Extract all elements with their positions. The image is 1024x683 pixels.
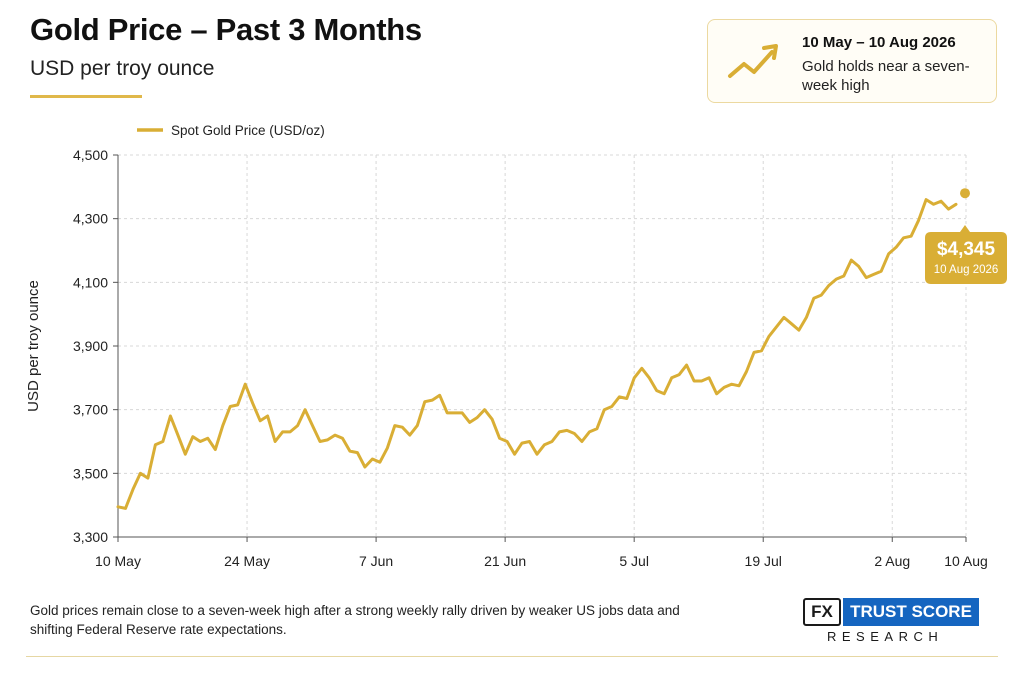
trend-up-icon [728,44,778,78]
price-tag-pointer [960,225,970,232]
x-tick-label: 5 Jul [619,553,649,569]
logo-fx: FX [803,598,841,626]
y-axis-label: USD per troy ounce [25,280,42,412]
x-tick-label: 10 May [95,553,141,569]
logo-research: RESEARCH [827,629,944,644]
y-tick-label: 3,300 [73,529,108,545]
logo-brand: TRUST SCORE [843,598,979,626]
y-tick-label: 3,900 [73,338,108,354]
y-tick-label: 3,500 [73,465,108,481]
x-tick-label: 21 Jun [484,553,526,569]
x-tick-label: 10 Aug [944,553,988,569]
price-tag-value: $4,345 [937,239,996,260]
callout-text: Gold holds near a seven-week high [802,58,970,94]
gold-price-chart: 3,300 3,500 3,700 3,900 4,100 4,300 4,500 10 Ma… [25,123,1007,569]
x-tick-label: 19 Jul [745,553,782,569]
title-underline [30,95,142,98]
y-tick-label: 4,300 [73,211,108,227]
x-tick-label: 7 Jun [359,553,393,569]
legend-label: Spot Gold Price (USD/oz) [171,123,325,138]
end-marker-dot [960,188,970,199]
page-title: Gold Price – Past 3 Months [30,12,422,47]
x-tick-label: 24 May [224,553,270,569]
y-tick-label: 4,100 [73,274,108,290]
price-tag-date: 10 Aug 2026 [934,264,999,276]
callout-date-range: 10 May – 10 Aug 2026 [802,34,956,51]
series-line-spot-gold [116,198,958,510]
x-tick-label: 2 Aug [874,553,910,569]
footnote: Gold prices remain close to a seven-week… [30,603,680,637]
bottom-divider [26,656,998,657]
price-tag [925,232,1007,284]
page-subtitle: USD per troy ounce [30,57,215,80]
summary-callout: 10 May – 10 Aug 2026 Gold holds near a s… [707,19,997,103]
y-tick-label: 3,700 [73,402,108,418]
y-tick-label: 4,500 [73,147,108,163]
